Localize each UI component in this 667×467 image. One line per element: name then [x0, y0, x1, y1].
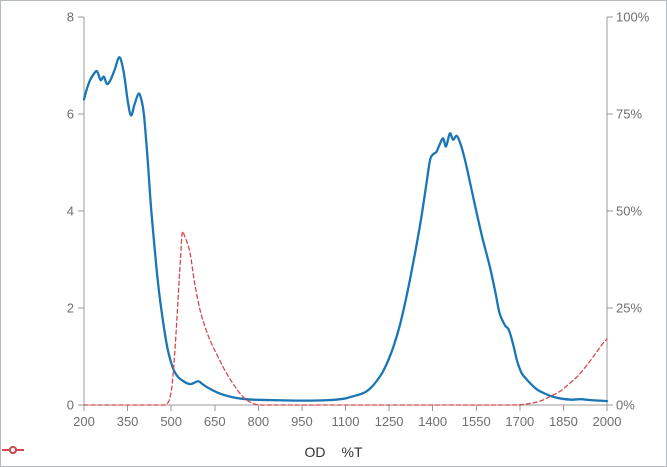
right-axis-tick-label: 75% — [616, 107, 642, 122]
x-axis-tick-label: 1550 — [462, 414, 491, 429]
x-axis-tick-label: 650 — [204, 414, 226, 429]
x-axis-tick-label: 1100 — [332, 414, 360, 429]
x-axis-tick-label: 1700 — [505, 414, 534, 429]
x-axis-tick-label: 500 — [160, 414, 182, 429]
x-axis-tick-label: 800 — [247, 414, 269, 429]
right-axis-tick-label: 25% — [616, 301, 642, 316]
x-axis-tick-label: 2000 — [593, 414, 622, 429]
right-axis-tick-label: 100% — [616, 10, 650, 25]
legend-label-pct-t: %T — [341, 444, 363, 460]
legend-label-od: OD — [304, 444, 326, 460]
series-line-od — [82, 56, 609, 403]
left-axis-tick-label: 4 — [67, 204, 74, 219]
x-axis-tick-label: 1850 — [549, 414, 578, 429]
series-line-pctt — [83, 230, 608, 406]
x-axis-tick-label: 200 — [73, 414, 95, 429]
left-axis-tick-label: 0 — [67, 398, 74, 413]
chart-legend: OD %T — [1, 445, 666, 459]
legend-item-pct-t[interactable]: %T — [2, 444, 363, 460]
left-axis-tick-label: 8 — [67, 10, 74, 25]
legend-item-od[interactable]: OD — [2, 444, 326, 460]
x-axis-tick-label: 1250 — [375, 414, 404, 429]
x-axis-tick-label: 1400 — [418, 414, 447, 429]
right-axis-tick-label: 50% — [616, 204, 642, 219]
pct-t-line-marker-icon — [2, 446, 24, 454]
left-axis-tick-label: 2 — [67, 301, 74, 316]
x-axis-tick-label: 950 — [291, 414, 313, 429]
right-axis-tick-label: 0% — [616, 398, 635, 413]
x-axis-tick-label: 350 — [117, 414, 139, 429]
left-axis-tick-label: 6 — [67, 107, 74, 122]
